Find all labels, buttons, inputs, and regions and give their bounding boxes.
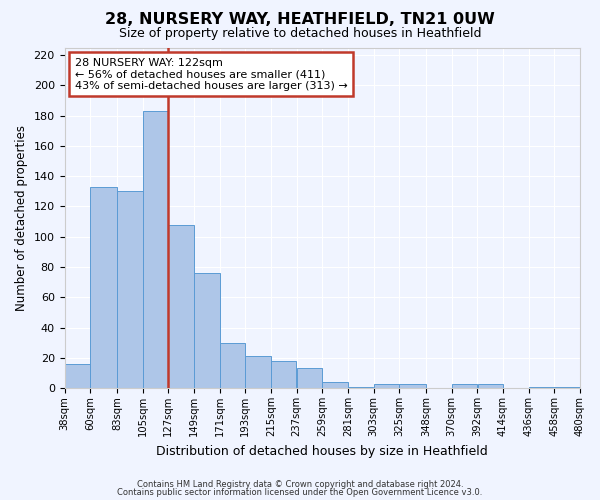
Bar	[322, 382, 348, 388]
Bar	[554, 386, 580, 388]
Bar	[169, 224, 194, 388]
Bar	[65, 364, 90, 388]
Bar	[91, 187, 117, 388]
Bar	[271, 361, 296, 388]
Bar	[297, 368, 322, 388]
X-axis label: Distribution of detached houses by size in Heathfield: Distribution of detached houses by size …	[157, 444, 488, 458]
Bar	[400, 384, 426, 388]
Bar	[478, 384, 503, 388]
Bar	[452, 384, 477, 388]
Bar	[529, 386, 554, 388]
Text: Contains public sector information licensed under the Open Government Licence v3: Contains public sector information licen…	[118, 488, 482, 497]
Text: 28 NURSERY WAY: 122sqm
← 56% of detached houses are smaller (411)
43% of semi-de: 28 NURSERY WAY: 122sqm ← 56% of detached…	[75, 58, 347, 91]
Bar	[220, 342, 245, 388]
Bar	[374, 384, 399, 388]
Y-axis label: Number of detached properties: Number of detached properties	[15, 125, 28, 311]
Text: Contains HM Land Registry data © Crown copyright and database right 2024.: Contains HM Land Registry data © Crown c…	[137, 480, 463, 489]
Text: Size of property relative to detached houses in Heathfield: Size of property relative to detached ho…	[119, 28, 481, 40]
Bar	[143, 111, 168, 388]
Text: 28, NURSERY WAY, HEATHFIELD, TN21 0UW: 28, NURSERY WAY, HEATHFIELD, TN21 0UW	[105, 12, 495, 28]
Bar	[245, 356, 271, 388]
Bar	[348, 386, 373, 388]
Bar	[194, 273, 220, 388]
Bar	[117, 192, 143, 388]
